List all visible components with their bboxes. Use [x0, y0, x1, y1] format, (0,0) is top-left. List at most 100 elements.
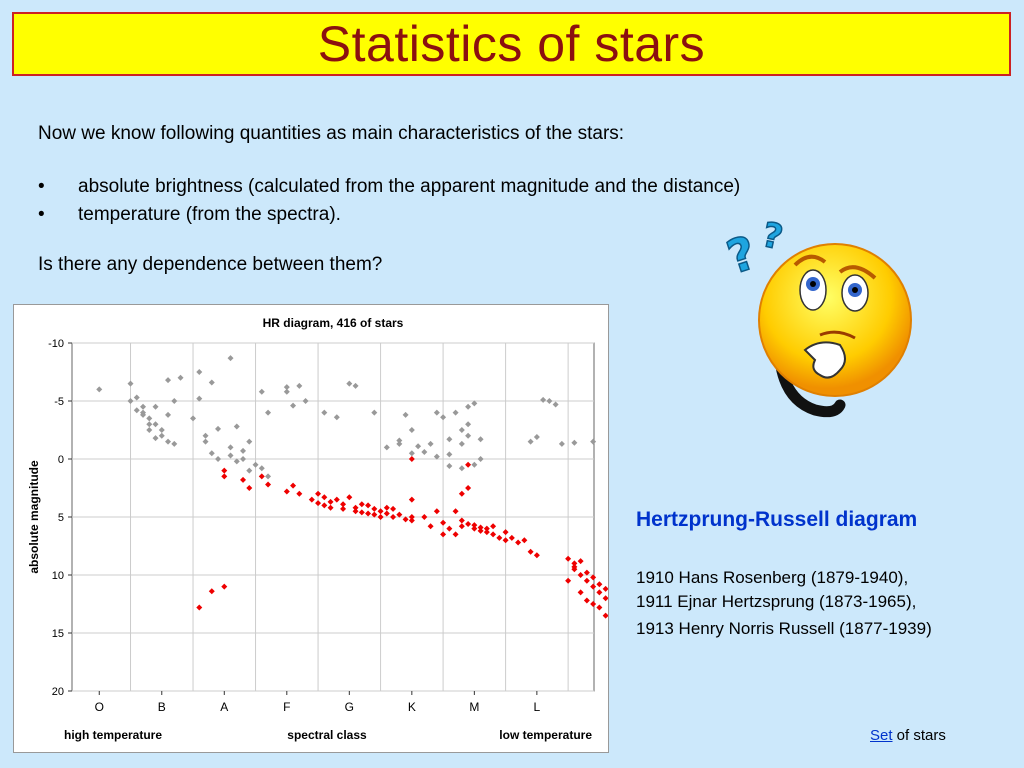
data-point [427, 440, 434, 447]
data-point [596, 604, 603, 611]
data-point [546, 398, 553, 404]
data-point [446, 451, 453, 458]
data-point [346, 380, 353, 387]
data-point [133, 407, 140, 414]
data-point [358, 509, 365, 516]
data-point [321, 494, 328, 501]
data-point [296, 382, 303, 389]
data-point [208, 450, 215, 457]
data-point [483, 529, 490, 536]
data-point [477, 436, 484, 443]
data-point [165, 377, 172, 384]
set-of-stars-line: Set of stars [870, 727, 946, 744]
data-point [577, 572, 584, 578]
svg-text:?: ? [725, 225, 763, 285]
data-point [202, 438, 209, 445]
data-point [308, 496, 315, 503]
data-point [452, 409, 459, 416]
title-banner: Statistics of stars [12, 12, 1011, 76]
data-point [408, 514, 415, 520]
data-point [565, 577, 572, 584]
data-point [352, 382, 359, 389]
data-point [196, 369, 203, 375]
data-point [215, 425, 222, 432]
data-point [290, 402, 297, 409]
data-point [427, 523, 434, 530]
data-point [583, 577, 590, 584]
data-point [458, 427, 465, 433]
data-point [240, 476, 247, 483]
data-point [402, 411, 409, 418]
data-point [227, 444, 234, 451]
data-point [477, 527, 484, 534]
data-point [571, 563, 578, 570]
data-point [390, 505, 397, 512]
data-point [140, 411, 147, 418]
data-point [396, 511, 403, 518]
data-point [340, 505, 347, 512]
data-point [327, 498, 334, 505]
data-point [508, 534, 515, 541]
data-point [421, 449, 428, 456]
data-point [433, 409, 440, 416]
data-point [602, 612, 608, 619]
data-point [533, 552, 540, 559]
data-point [221, 583, 228, 590]
bullet-text: absolute brightness (calculated from the… [78, 176, 741, 197]
data-point [483, 525, 490, 532]
data-point [496, 534, 503, 541]
x-tick-label: G [345, 700, 354, 714]
data-point [440, 531, 447, 538]
x-tick-label: A [220, 700, 228, 714]
bullet-item: • temperature (from the spectra). [38, 201, 740, 229]
data-point [502, 537, 509, 544]
data-point [352, 508, 359, 515]
data-point [140, 403, 147, 410]
set-suffix: of stars [892, 727, 946, 744]
data-point [283, 384, 290, 391]
data-point [258, 465, 265, 472]
data-point [471, 461, 478, 468]
data-point [158, 432, 165, 439]
x-axis-label-left: high temperature [64, 728, 162, 742]
data-point [515, 539, 522, 546]
data-point [146, 415, 153, 422]
y-tick-label: 15 [52, 628, 64, 640]
page-title: Statistics of stars [317, 16, 706, 72]
x-tick-label: O [95, 700, 104, 714]
data-point [258, 473, 265, 480]
set-link[interactable]: Set [870, 727, 893, 744]
data-point [377, 514, 384, 520]
data-point [340, 501, 347, 508]
data-point [258, 388, 265, 395]
data-point [233, 458, 240, 465]
svg-text:?: ? [759, 215, 787, 258]
data-point [596, 589, 603, 596]
data-point [358, 501, 365, 508]
data-point [458, 523, 465, 530]
data-point [233, 423, 240, 430]
bullet-symbol: • [38, 176, 45, 197]
x-tick-label: M [469, 700, 479, 714]
data-point [383, 510, 390, 517]
question-text: Is there any dependence between them? [38, 254, 383, 275]
data-point [321, 409, 328, 416]
hr-diagram-chart: -10 -5 0 5 10 15 20 O B A F G K M L HR diagram, 416 of … [13, 304, 609, 753]
y-tick-label: -5 [54, 396, 64, 408]
data-point [458, 490, 465, 497]
data-point [408, 456, 415, 462]
data-point [408, 496, 415, 503]
data-point [596, 581, 603, 588]
data-point [171, 398, 178, 404]
data-point [208, 588, 215, 595]
data-point [390, 514, 397, 520]
data-point [177, 374, 184, 381]
x-tick-label: F [283, 700, 290, 714]
data-point [458, 517, 465, 524]
y-axis-label: absolute magnitude [27, 460, 41, 574]
data-point [408, 517, 415, 524]
discoverer-line: 1910 Hans Rosenberg (1879-1940), [636, 568, 909, 587]
data-point [471, 525, 478, 532]
data-point [440, 519, 447, 526]
data-point [558, 440, 565, 447]
